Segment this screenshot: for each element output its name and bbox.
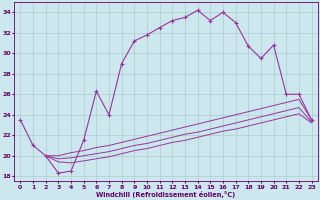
X-axis label: Windchill (Refroidissement éolien,°C): Windchill (Refroidissement éolien,°C) bbox=[96, 191, 236, 198]
